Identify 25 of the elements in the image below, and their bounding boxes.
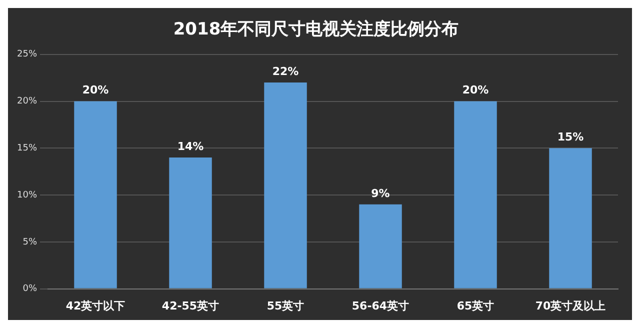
x-tick-label: 42英寸以下 — [66, 299, 126, 312]
bar — [74, 101, 117, 288]
y-tick-label: 0% — [22, 284, 38, 294]
x-tick-label: 42-55英寸 — [162, 299, 220, 312]
data-label: 9% — [371, 186, 390, 200]
bar — [454, 101, 497, 288]
data-label: 15% — [557, 130, 584, 144]
bar — [264, 82, 307, 288]
data-label: 14% — [177, 140, 204, 153]
bar — [169, 158, 212, 288]
chart-title: 2018年不同尺寸电视关注度比例分布 — [173, 20, 459, 40]
data-label: 20% — [82, 84, 109, 97]
x-tick-label: 70英寸及以上 — [535, 299, 606, 312]
x-tick-label: 55英寸 — [266, 299, 304, 312]
y-tick-label: 5% — [22, 237, 38, 248]
x-tick-label: 56-64英寸 — [352, 299, 410, 312]
y-tick-label: 10% — [16, 190, 38, 200]
y-tick-label: 15% — [16, 144, 38, 154]
y-tick-label: 20% — [16, 96, 38, 107]
data-label: 22% — [272, 64, 299, 78]
bar — [549, 148, 592, 288]
data-label: 20% — [462, 84, 489, 97]
bar — [359, 204, 402, 288]
y-tick-label: 25% — [16, 50, 38, 60]
x-tick-label: 65英寸 — [456, 299, 494, 312]
